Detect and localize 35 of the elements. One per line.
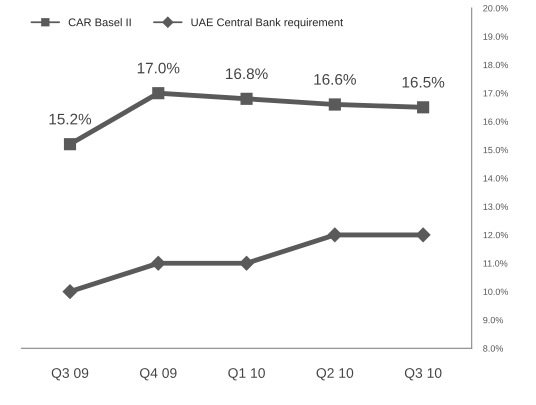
y-tick-label: 8.0% bbox=[483, 345, 504, 352]
data-label: 16.5% bbox=[402, 76, 444, 88]
y-tick-label: 12.0% bbox=[483, 232, 508, 238]
data-label: 16.6% bbox=[314, 74, 356, 85]
point bbox=[150, 256, 166, 271]
y-tick-label: 9.0% bbox=[483, 316, 504, 324]
y-tick-label: 20.0% bbox=[483, 5, 508, 12]
y-tick-label: 11.0% bbox=[483, 260, 508, 267]
x-tick-label: Q2 10 bbox=[316, 368, 354, 380]
point bbox=[152, 87, 164, 100]
point bbox=[239, 256, 254, 271]
point bbox=[240, 92, 253, 105]
x-tick-label: Q3 10 bbox=[404, 368, 442, 380]
y-tick-label: 10.0% bbox=[483, 288, 508, 295]
point bbox=[327, 228, 342, 242]
y-tick-label: 19.0% bbox=[483, 33, 508, 40]
x-tick-label: Q1 10 bbox=[228, 368, 265, 380]
point bbox=[64, 138, 76, 150]
y-tick-label: 13.0% bbox=[483, 204, 508, 210]
data-label: 16.8% bbox=[226, 68, 268, 80]
point bbox=[417, 101, 430, 114]
y-tick-label: 17.0% bbox=[483, 90, 508, 97]
legend-label: CAR Basel II bbox=[68, 18, 131, 26]
y-tick-label: 14.0% bbox=[483, 175, 508, 182]
data-label: 15.2% bbox=[50, 114, 92, 124]
point bbox=[328, 98, 341, 111]
y-tick-label: 16.0% bbox=[483, 118, 508, 125]
data-label: 17.0% bbox=[138, 62, 180, 74]
legend-label: UAE Central Bank requirement bbox=[191, 18, 344, 28]
y-tick-label: 18.0% bbox=[483, 62, 508, 68]
point bbox=[62, 284, 78, 299]
point bbox=[416, 228, 431, 242]
x-tick-label: Q4 09 bbox=[140, 368, 177, 380]
y-tick-label: 15.0% bbox=[483, 146, 508, 154]
x-tick-label: Q3 09 bbox=[52, 368, 88, 380]
